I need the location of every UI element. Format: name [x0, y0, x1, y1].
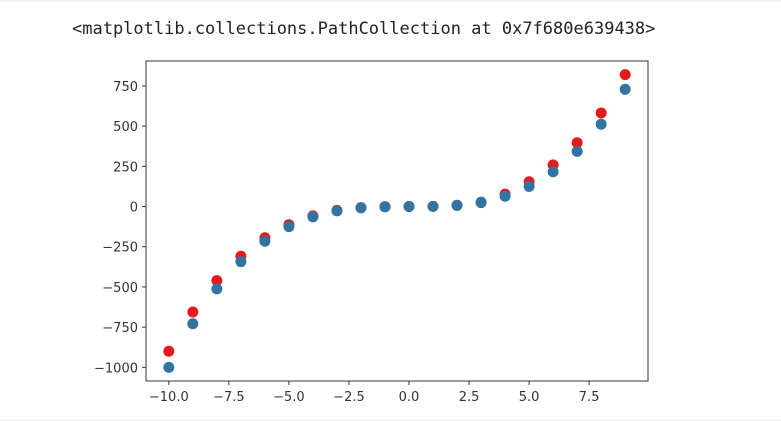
y-tick-label: −1000 — [94, 361, 138, 376]
cell-top-border — [0, 0, 781, 2]
blue-point — [427, 200, 439, 212]
x-tick-label: 0.0 — [399, 390, 420, 405]
blue-point — [403, 201, 415, 213]
blue-point — [547, 166, 559, 178]
x-tick-label: −2.5 — [333, 390, 365, 405]
x-tick-label: −7.5 — [213, 390, 245, 405]
blue-point — [619, 83, 631, 95]
axes-frame — [145, 60, 649, 382]
cell-bottom-border — [0, 419, 781, 421]
blue-point — [259, 235, 271, 247]
y-tick-label: 250 — [113, 160, 138, 175]
y-tick-label: −750 — [102, 321, 138, 336]
x-tick-label: −10.0 — [149, 390, 189, 405]
blue-point — [451, 199, 463, 211]
red-point — [163, 345, 175, 357]
points-layer — [163, 69, 631, 373]
red-point — [211, 275, 223, 287]
x-tick-label: −5.0 — [273, 390, 305, 405]
ticks-layer: −10.0 −7.5 −5.0 −2.5 0.0 2.5 5.0 7.5 750 500 250 0 −… — [94, 80, 599, 405]
output-repr-text: <matplotlib.collections.PathCollection a… — [72, 19, 656, 39]
blue-point — [187, 318, 199, 330]
y-tick-label: 750 — [113, 80, 138, 95]
blue-point — [235, 256, 247, 268]
x-tick-label: 5.0 — [519, 390, 540, 405]
blue-point — [595, 118, 607, 130]
blue-point — [331, 205, 343, 217]
blue-point — [211, 283, 223, 295]
red-point — [187, 306, 199, 318]
blue-point — [379, 201, 391, 213]
blue-point — [523, 180, 535, 192]
blue-point — [499, 190, 511, 202]
blue-point — [283, 221, 295, 233]
red-point — [571, 137, 583, 149]
x-tick-label: 2.5 — [459, 390, 480, 405]
y-tick-label: 0 — [130, 201, 138, 216]
blue-point — [475, 196, 487, 208]
y-tick-label: −250 — [102, 241, 138, 256]
blue-point — [355, 202, 367, 214]
x-tick-label: 7.5 — [579, 390, 600, 405]
red-point — [619, 69, 631, 81]
red-point — [595, 107, 607, 119]
blue-point — [571, 145, 583, 157]
y-tick-label: 500 — [113, 120, 138, 135]
blue-point — [163, 361, 175, 373]
y-tick-label: −500 — [102, 281, 138, 296]
blue-point — [307, 211, 319, 223]
